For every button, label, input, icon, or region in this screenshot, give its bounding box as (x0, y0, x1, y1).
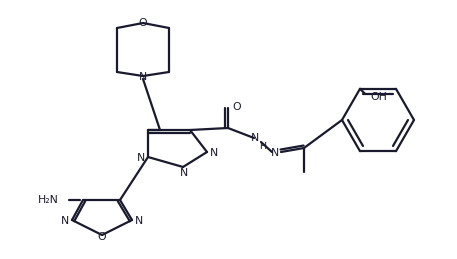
Text: H₂N: H₂N (38, 195, 59, 205)
Text: N: N (271, 148, 279, 158)
Text: N: N (251, 133, 259, 143)
Text: N: N (139, 72, 147, 82)
Text: O: O (98, 232, 106, 242)
Text: OH: OH (370, 92, 387, 102)
Text: H: H (260, 141, 266, 150)
Text: N: N (180, 168, 188, 178)
Text: N: N (135, 216, 143, 226)
Text: N: N (61, 216, 69, 226)
Text: O: O (138, 18, 147, 28)
Text: O: O (233, 102, 241, 112)
Text: N: N (137, 153, 145, 163)
Text: N: N (210, 148, 218, 158)
